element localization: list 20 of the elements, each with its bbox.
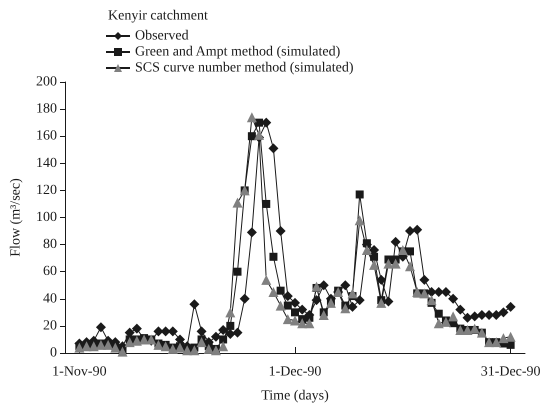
- y-tick-label: 180: [36, 102, 57, 117]
- y-tick-label: 0: [50, 346, 57, 360]
- x-axis-title: Time (days): [261, 388, 330, 404]
- y-tick-label: 120: [36, 182, 57, 198]
- y-tick-label: 40: [43, 291, 57, 306]
- x-tick-label: 31-Dec-90: [480, 364, 541, 380]
- y-tick-label: 200: [36, 74, 57, 90]
- legend-label: Green and Ampt method (simulated): [135, 44, 341, 60]
- x-tick-label: 1-Nov-90: [52, 364, 107, 380]
- x-tick-label: 1-Dec-90: [268, 364, 322, 380]
- y-tick-label: 60: [43, 264, 57, 280]
- y-tick-label: 160: [36, 128, 57, 144]
- y-axis-title: Flow (m³/sec): [8, 178, 24, 257]
- y-tick-label: 100: [36, 210, 57, 225]
- y-tick-label: 80: [43, 237, 57, 252]
- legend-title: Kenyir catchment: [108, 8, 208, 24]
- y-tick-label: 140: [36, 156, 57, 171]
- legend-label: Observed: [135, 28, 189, 44]
- legend-label: SCS curve number method (simulated): [135, 60, 354, 76]
- y-tick-label: 20: [43, 318, 57, 334]
